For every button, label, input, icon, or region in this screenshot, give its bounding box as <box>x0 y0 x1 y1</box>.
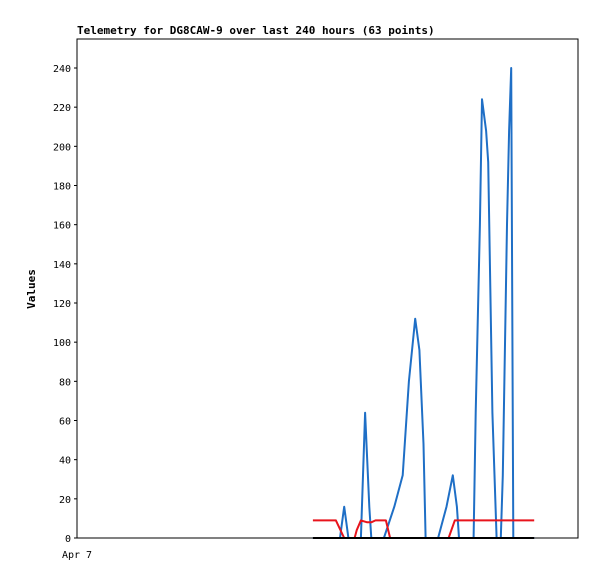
x-ticks: Apr 7 <box>62 550 92 561</box>
y-tick-label: 220 <box>53 103 71 114</box>
y-tick-label: 20 <box>59 495 71 506</box>
y-tick-label: 60 <box>59 417 71 428</box>
y-tick-label: 0 <box>65 534 71 545</box>
y-axis-label: Values <box>25 269 38 309</box>
series-line-1 <box>312 67 535 539</box>
y-tick-label: 80 <box>59 377 71 388</box>
x-tick-label: Apr 7 <box>62 550 92 561</box>
y-tick-label: 160 <box>53 221 71 232</box>
y-tick-label: 100 <box>53 338 71 349</box>
y-tick-label: 40 <box>59 456 71 467</box>
y-tick-label: 180 <box>53 182 71 193</box>
chart-title: Telemetry for DG8CAW-9 over last 240 hou… <box>77 24 435 37</box>
y-tick-label: 120 <box>53 299 71 310</box>
y-tick-label: 200 <box>53 142 71 153</box>
y-ticks: 0 20 40 60 80 100 120 140 160 180 200 220 240 <box>53 64 77 545</box>
series-layer <box>312 67 535 539</box>
y-tick-label: 140 <box>53 260 71 271</box>
y-tick-label: 240 <box>53 64 71 75</box>
